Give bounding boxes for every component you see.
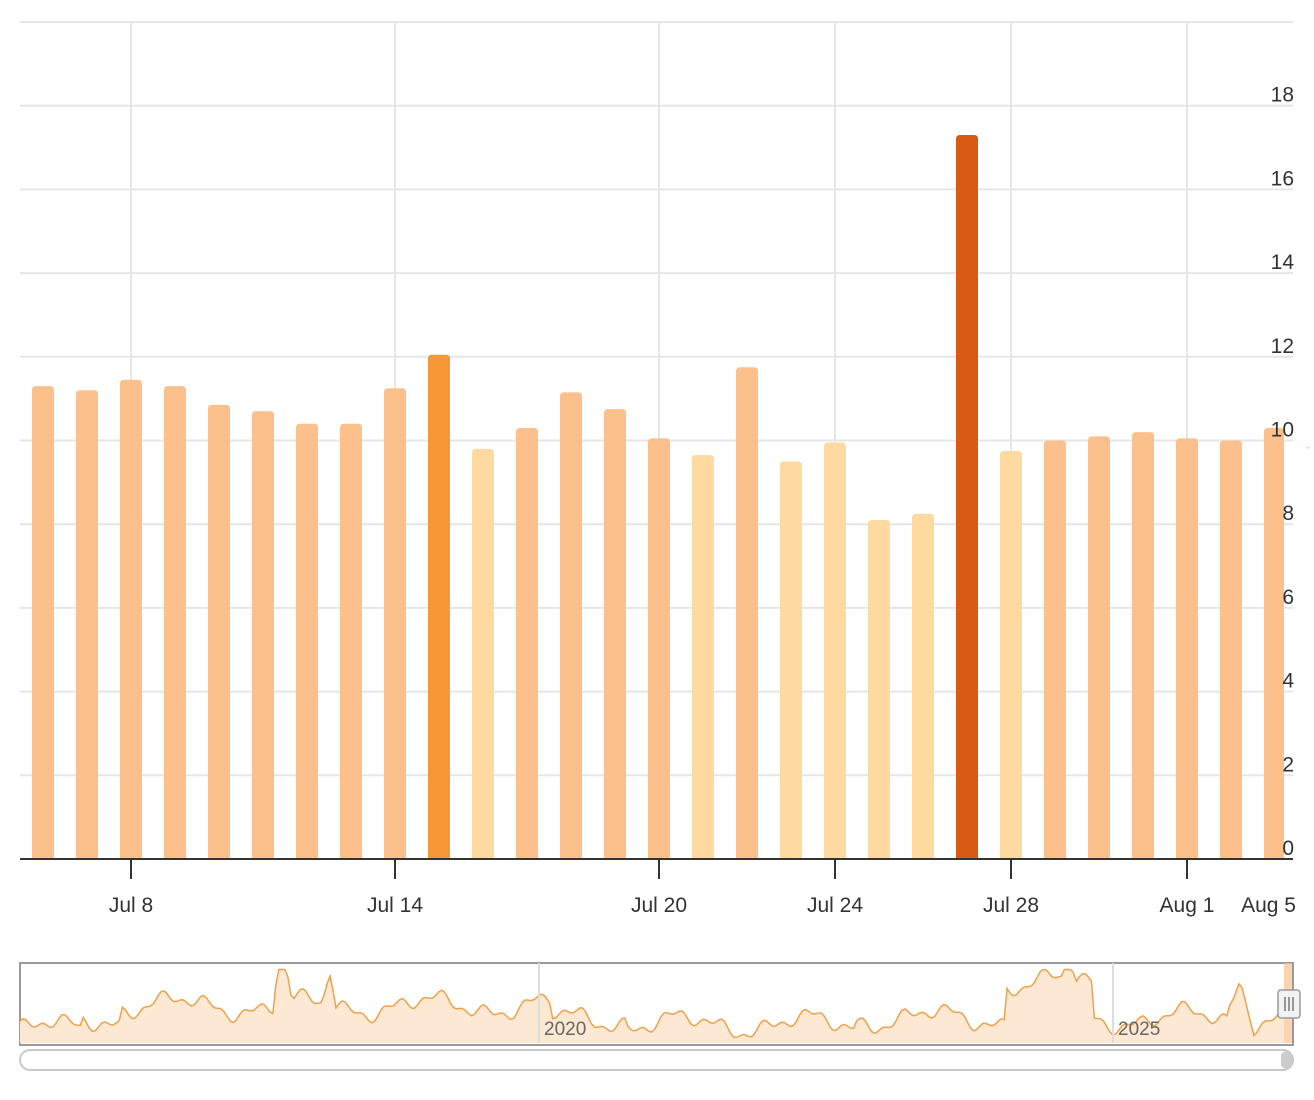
bar[interactable] [1044, 440, 1066, 860]
bar[interactable] [76, 390, 98, 859]
navigator-year-dividers: 2020 2025 [538, 963, 1160, 1043]
y-tick-label: 2 [1282, 753, 1294, 776]
navigator[interactable]: 2020 2025 [19, 962, 1301, 1071]
bar[interactable] [32, 386, 54, 859]
bar[interactable] [208, 404, 230, 859]
y-tick-label: 18 [1271, 84, 1294, 107]
bar[interactable] [1304, 446, 1312, 859]
bar[interactable] [120, 379, 142, 859]
bar[interactable] [604, 409, 626, 859]
y-tick-label: 12 [1271, 335, 1294, 358]
bar[interactable] [956, 134, 978, 859]
bar[interactable] [780, 461, 802, 859]
bar[interactable] [824, 442, 846, 859]
bar[interactable] [384, 388, 406, 859]
bar[interactable] [1264, 427, 1284, 859]
bar[interactable] [692, 455, 714, 859]
x-tick-label: Jul 14 [367, 894, 423, 917]
navigator-year-label: 2025 [1118, 1019, 1160, 1040]
x-tick-label: Jul 20 [631, 894, 687, 917]
bar[interactable] [472, 448, 494, 859]
x-tick-label: Jul 24 [807, 894, 863, 917]
bar[interactable] [164, 386, 186, 859]
bar[interactable] [1132, 432, 1154, 859]
bar[interactable] [1088, 436, 1110, 859]
bar[interactable] [340, 423, 362, 859]
x-tick-label: Aug 5 [1241, 894, 1296, 917]
bar[interactable] [252, 411, 274, 859]
x-tick-label: Jul 8 [109, 894, 153, 917]
y-tick-label: 4 [1282, 670, 1294, 693]
navigator-series-line [19, 968, 1285, 1039]
y-tick-label: 14 [1271, 251, 1295, 274]
x-axis: Jul 8 Jul 14 Jul 20 Jul 24 Jul 28 Aug 1 Aug 5 [20, 858, 1296, 917]
bar[interactable] [560, 392, 582, 859]
bar[interactable] [736, 367, 758, 859]
navigator-scrollbar-thumb[interactable] [1281, 1051, 1292, 1069]
bar[interactable] [296, 423, 318, 859]
bar[interactable] [428, 354, 450, 859]
y-tick-label: 8 [1282, 502, 1294, 525]
x-tick-label: Jul 28 [983, 894, 1039, 917]
y-axis-labels: 0 2 4 6 8 10 12 14 16 18 [1271, 84, 1295, 860]
bar[interactable] [1000, 450, 1022, 859]
bar[interactable] [516, 427, 538, 859]
bar[interactable] [1176, 438, 1198, 859]
x-tick-label: Aug 1 [1160, 894, 1215, 917]
y-tick-label: 0 [1282, 837, 1294, 860]
navigator-year-label: 2020 [544, 1019, 586, 1040]
bars [32, 134, 1312, 860]
bar[interactable] [868, 520, 890, 859]
y-tick-label: 6 [1282, 586, 1294, 609]
y-tick-label: 16 [1271, 167, 1294, 190]
bar[interactable] [1220, 440, 1242, 860]
navigator-scrollbar-track[interactable] [19, 1049, 1294, 1071]
bar[interactable] [912, 513, 934, 859]
bar[interactable] [648, 438, 670, 859]
y-tick-label: 10 [1271, 419, 1294, 442]
